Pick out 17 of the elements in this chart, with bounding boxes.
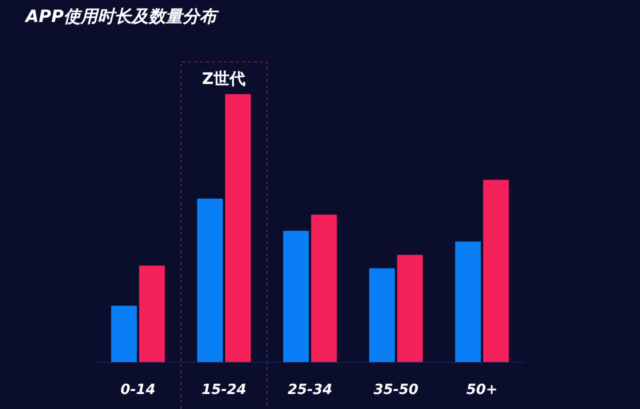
bar: [139, 266, 165, 362]
bar: [397, 254, 423, 362]
x-tick-label: 35-50: [374, 382, 419, 398]
x-tick-label: 50+: [466, 382, 498, 398]
bar: [225, 94, 251, 362]
x-tick-label: 15-24: [202, 382, 246, 398]
bar: [369, 268, 395, 362]
bar: [283, 230, 309, 362]
bar: [483, 180, 509, 362]
x-tick-label: 25-34: [288, 382, 332, 398]
bar: [455, 241, 481, 362]
x-tick-label: 0-14: [120, 382, 156, 398]
text: Z世代: [202, 69, 246, 88]
bar: [197, 198, 223, 362]
chart-title: APP使用时长及数量分布: [24, 7, 220, 28]
bar: [111, 306, 137, 362]
bar: [311, 214, 337, 362]
